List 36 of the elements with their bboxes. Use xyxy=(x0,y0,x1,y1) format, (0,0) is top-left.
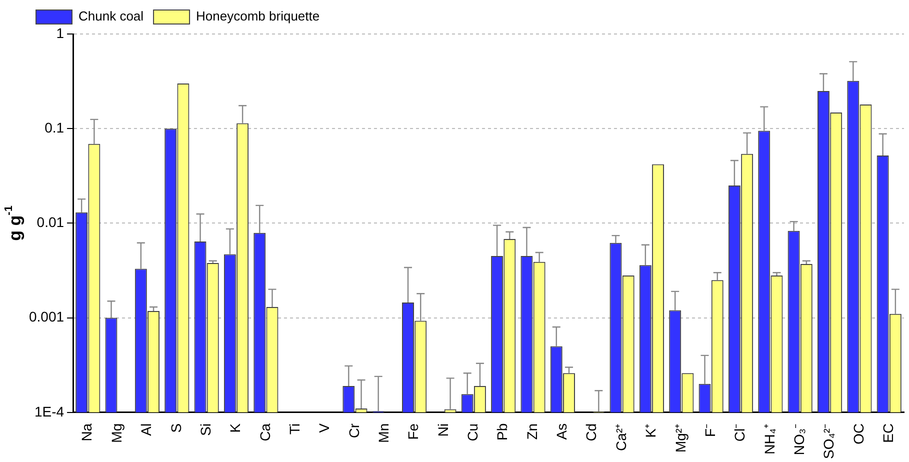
x-tick-label: Ca xyxy=(256,423,273,442)
x-tick-label: Cu xyxy=(464,423,481,442)
x-tick-label: Fe xyxy=(405,423,422,440)
x-tick-label: Mn xyxy=(375,423,392,443)
x-tick-label: Al xyxy=(138,423,154,436)
x-tick-label: Cl⁻ xyxy=(732,423,748,442)
x-tick-label: SO₄²⁻ xyxy=(820,423,837,460)
x-tick-label: EC xyxy=(880,423,896,443)
x-tick-label: F⁻ xyxy=(702,423,718,437)
x-tick-label: Mg²⁺ xyxy=(672,423,688,453)
x-tick-label: K xyxy=(227,422,244,433)
x-tick-label: Ti xyxy=(286,423,302,435)
y-tick-label: 0.1 xyxy=(44,119,64,136)
x-tick-label: Cr xyxy=(346,423,362,438)
x-tick-label: K⁺ xyxy=(642,423,659,438)
x-tick-label: Na xyxy=(78,423,95,442)
y-tick-label: 0.01 xyxy=(36,214,64,230)
x-tick-label: NH₄⁺ xyxy=(761,423,778,454)
x-tick-label: As xyxy=(554,423,570,440)
y-tick-label: 1E-4 xyxy=(34,403,64,420)
x-tick-label: Cd xyxy=(583,423,600,442)
y-tick-label: 1 xyxy=(56,24,64,41)
x-tick-label: S xyxy=(168,423,184,433)
x-tick-label: Zn xyxy=(524,423,540,440)
y-axis-title: g g-1 xyxy=(3,206,25,241)
legend-label: Chunk coal xyxy=(78,8,144,24)
x-tick-label: Ca²⁺ xyxy=(612,423,629,451)
x-tick-label: Si xyxy=(197,423,214,436)
x-tick-label: Pb xyxy=(494,423,510,441)
y-tick-label: 0.001 xyxy=(28,308,64,325)
x-tick-label: Mg xyxy=(108,423,124,443)
x-tick-label: V xyxy=(316,422,332,433)
x-tick-label: OC xyxy=(850,423,866,444)
x-tick-label: Ni xyxy=(434,423,451,437)
x-tick-label: NO₃⁻ xyxy=(790,423,807,456)
legend-label: Honeycomb briquette xyxy=(196,8,320,24)
